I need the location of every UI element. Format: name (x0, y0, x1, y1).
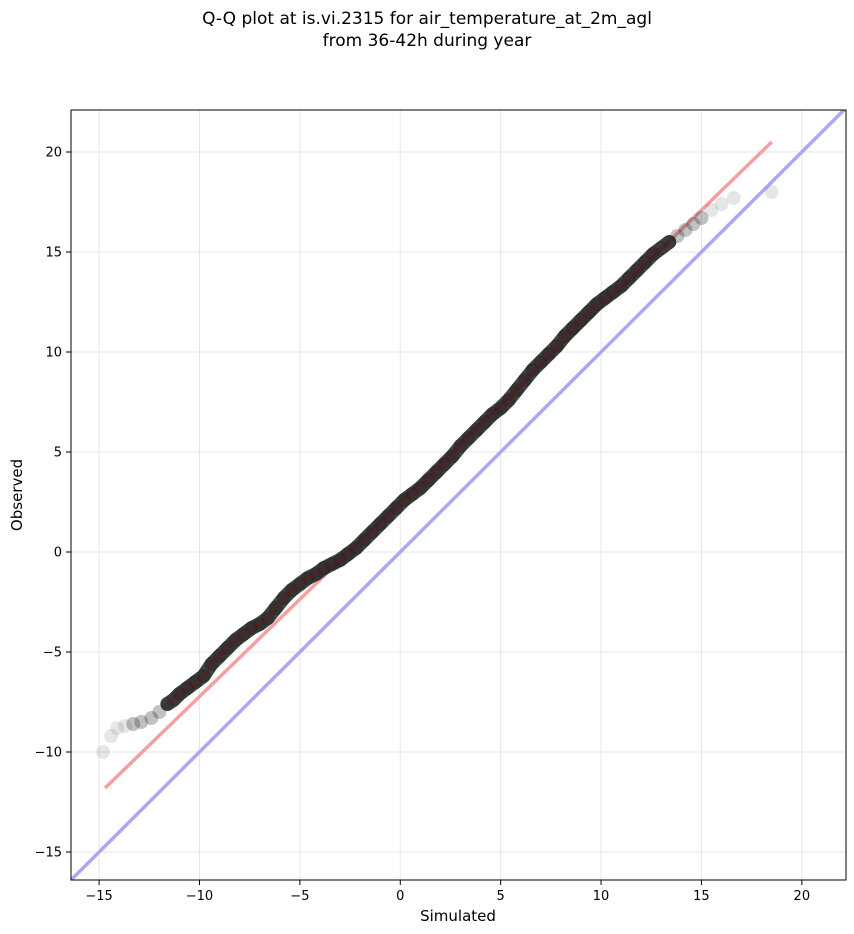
x-tick-label: 15 (693, 889, 710, 904)
x-tick-label: 0 (396, 889, 404, 904)
quantile-point (704, 203, 719, 217)
quantile-point (104, 729, 119, 743)
y-tick-label: 0 (54, 546, 62, 561)
quantile-point (726, 191, 741, 205)
x-tick-label: −10 (186, 889, 213, 904)
quantile-point (126, 717, 141, 731)
quantile-point (694, 211, 709, 225)
y-tick-label: 5 (54, 446, 62, 461)
x-tick-label: −15 (85, 889, 112, 904)
y-axis-label: Observed (8, 459, 26, 531)
x-tick-label: 20 (794, 889, 811, 904)
quantile-point (764, 185, 779, 199)
x-tick-label: 5 (497, 889, 505, 904)
identity-line (71, 110, 846, 880)
y-tick-label: −5 (43, 646, 62, 661)
quantile-point (714, 197, 729, 211)
quantile-point (118, 719, 133, 733)
x-tick-label: 10 (593, 889, 610, 904)
reference-lines (71, 110, 846, 880)
y-tick-label: 20 (45, 146, 62, 161)
fit-line-overlay (166, 241, 670, 705)
quantile-points (96, 185, 779, 759)
y-tick-label: 15 (45, 246, 62, 261)
plot-frame (70, 109, 847, 881)
quantile-point (110, 721, 125, 735)
quantile-point (686, 217, 701, 231)
y-axis-ticks: −15 −10 −5 0 5 10 15 20 (35, 146, 71, 861)
chart-title-line-1: Q-Q plot at is.vi.2315 for air_temperatu… (202, 9, 652, 29)
quantile-point (144, 711, 159, 725)
x-axis-label: Simulated (420, 907, 496, 925)
quantile-point (96, 745, 111, 759)
x-axis-ticks: −15 −10 −5 0 5 10 15 20 (85, 880, 810, 904)
quantile-point (678, 223, 693, 237)
quantile-point (134, 715, 149, 729)
x-tick-label: −5 (290, 889, 309, 904)
y-tick-label: 10 (45, 346, 62, 361)
y-tick-label: −15 (35, 846, 62, 861)
y-tick-label: −10 (35, 746, 62, 761)
chart-title-line-2: from 36-42h during year (322, 31, 532, 51)
